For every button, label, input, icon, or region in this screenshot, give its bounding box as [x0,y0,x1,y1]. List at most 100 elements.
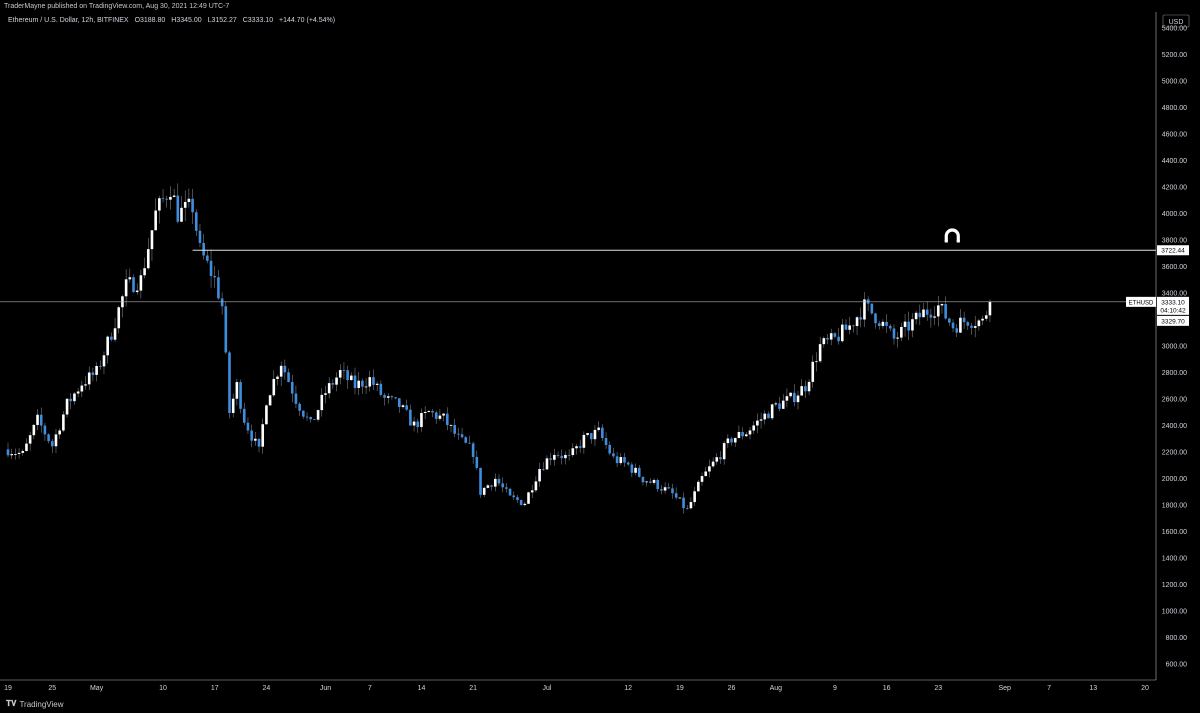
candle-body-131[interactable] [490,485,493,487]
candle-body-93[interactable] [350,375,353,381]
candle-body-99[interactable] [372,377,375,385]
candle-body-193[interactable] [719,457,722,460]
candle-body-209[interactable] [778,403,781,409]
candle-body-204[interactable] [759,419,763,421]
candle-body-265[interactable] [984,315,988,319]
magnet-icon[interactable] [944,228,960,243]
candle-body-29[interactable] [113,328,117,340]
candle-body-64[interactable] [242,408,246,423]
candle-body-36[interactable] [139,275,143,291]
candle-body-227[interactable] [844,324,848,330]
candle-body-224[interactable] [833,333,837,337]
candle-body-88[interactable] [331,383,335,385]
candle-body-264[interactable] [981,318,984,321]
candle-body-141[interactable] [527,492,530,504]
candle-body-211[interactable] [785,396,789,401]
candle-body-130[interactable] [486,485,490,488]
candle-body-3[interactable] [17,452,21,455]
candle-body-165[interactable] [615,456,619,464]
candle-body-188[interactable] [700,476,704,482]
candle-body-200[interactable] [745,434,748,437]
candle-body-236[interactable] [877,323,881,326]
candle-body-238[interactable] [885,321,888,326]
candle-body-203[interactable] [756,420,759,426]
candle-body-263[interactable] [977,320,981,327]
candle-body-231[interactable] [859,317,863,320]
candle-body-73[interactable] [276,376,279,379]
candle-body-100[interactable] [375,383,379,385]
candle-body-142[interactable] [530,490,534,493]
candle-body-16[interactable] [65,398,69,415]
candle-body-199[interactable] [741,432,744,437]
candle-body-206[interactable] [767,413,770,419]
candle-body-76[interactable] [287,372,290,382]
candle-body-143[interactable] [534,481,538,491]
candle-body-12[interactable] [50,441,54,447]
candle-body-82[interactable] [309,416,313,420]
candle-body-108[interactable] [405,405,408,410]
candle-body-171[interactable] [637,467,641,477]
candle-body-153[interactable] [571,448,575,456]
candle-body-179[interactable] [667,487,671,489]
candle-body-9[interactable] [39,414,43,426]
candle-body-213[interactable] [793,392,796,403]
candle-body-43[interactable] [165,198,169,200]
candle-body-121[interactable] [453,425,456,434]
candle-body-62[interactable] [235,382,239,399]
candle-body-186[interactable] [693,491,696,503]
candle-body-225[interactable] [837,336,840,342]
candle-body-249[interactable] [925,309,929,315]
candle-body-67[interactable] [254,438,257,441]
candle-body-139[interactable] [519,499,523,506]
candle-body-133[interactable] [497,478,501,484]
candle-body-22[interactable] [87,372,91,385]
candle-body-245[interactable] [911,319,914,331]
candle-body-44[interactable] [169,196,172,200]
candle-body-240[interactable] [892,328,896,339]
candle-body-172[interactable] [641,476,645,483]
candle-body-137[interactable] [512,495,516,498]
candle-body-222[interactable] [826,338,829,340]
tradingview-brand[interactable]: 𝐓𝐕 TradingView [6,699,64,709]
candle-body-33[interactable] [128,277,132,280]
candle-body-229[interactable] [852,325,855,327]
candle-body-56[interactable] [213,275,217,278]
candle-body-77[interactable] [290,381,294,394]
candle-body-187[interactable] [697,481,700,492]
symbol-title[interactable]: Ethereum / U.S. Dollar, 12h, BITFINEX [8,17,129,24]
candle-body-34[interactable] [132,277,135,293]
candle-body-123[interactable] [460,434,464,438]
candle-body-262[interactable] [973,326,977,328]
candle-body-109[interactable] [409,409,412,426]
candle-body-176[interactable] [656,479,660,490]
candle-body-23[interactable] [91,372,95,375]
candle-body-104[interactable] [390,396,394,398]
candle-body-78[interactable] [294,393,298,404]
candle-body-84[interactable] [316,410,320,420]
candle-body-170[interactable] [634,467,637,473]
candle-body-83[interactable] [313,419,316,421]
candle-body-113[interactable] [423,411,427,413]
candle-body-212[interactable] [789,392,792,397]
candle-body-232[interactable] [863,299,866,320]
candle-body-166[interactable] [619,457,623,464]
candle-body-49[interactable] [187,198,191,202]
candle-body-181[interactable] [674,493,678,498]
candle-body-97[interactable] [364,386,368,388]
candle-body-85[interactable] [320,394,324,411]
candle-body-91[interactable] [342,370,346,371]
candle-body-197[interactable] [733,437,737,443]
candle-body-102[interactable] [383,394,386,398]
candle-body-115[interactable] [431,410,434,413]
candle-body-42[interactable] [161,198,165,200]
candle-body-13[interactable] [54,434,58,447]
candle-body-167[interactable] [623,457,626,463]
candle-body-223[interactable] [829,333,833,340]
candle-body-72[interactable] [272,378,276,396]
candle-body-164[interactable] [612,453,615,457]
candle-body-150[interactable] [560,455,564,459]
candle-body-217[interactable] [807,381,811,392]
candle-body-79[interactable] [298,403,301,411]
candle-body-14[interactable] [58,430,61,435]
candle-body-46[interactable] [176,195,180,222]
